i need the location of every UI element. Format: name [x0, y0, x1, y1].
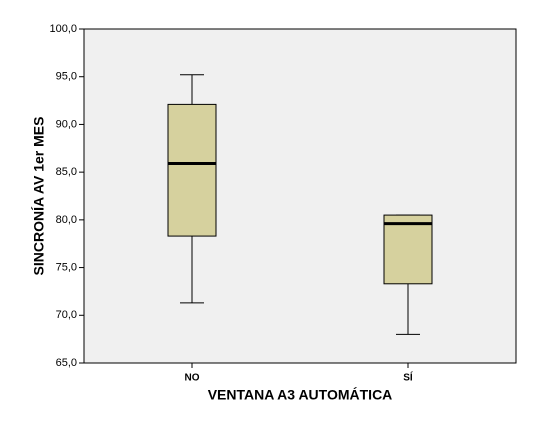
y-tick-label: 65,0: [56, 357, 77, 369]
y-tick-label: 90,0: [56, 118, 77, 130]
box: [167, 103, 217, 237]
y-axis-title: SINCRONÍA AV 1er MES: [31, 117, 47, 276]
y-tick-label: 80,0: [56, 214, 77, 226]
y-tick-label: 75,0: [56, 261, 77, 273]
y-tick-label: 70,0: [56, 309, 77, 321]
box: [383, 214, 433, 285]
x-tick-label: SÍ: [403, 371, 413, 384]
y-tick-label: 85,0: [56, 166, 77, 178]
x-tick-label: NO: [185, 373, 200, 384]
plot-area: [83, 28, 517, 364]
y-tick-label: 95,0: [56, 71, 77, 83]
x-axis-title: VENTANA A3 AUTOMÁTICA: [208, 387, 393, 403]
y-tick-label: 100,0: [49, 23, 77, 35]
